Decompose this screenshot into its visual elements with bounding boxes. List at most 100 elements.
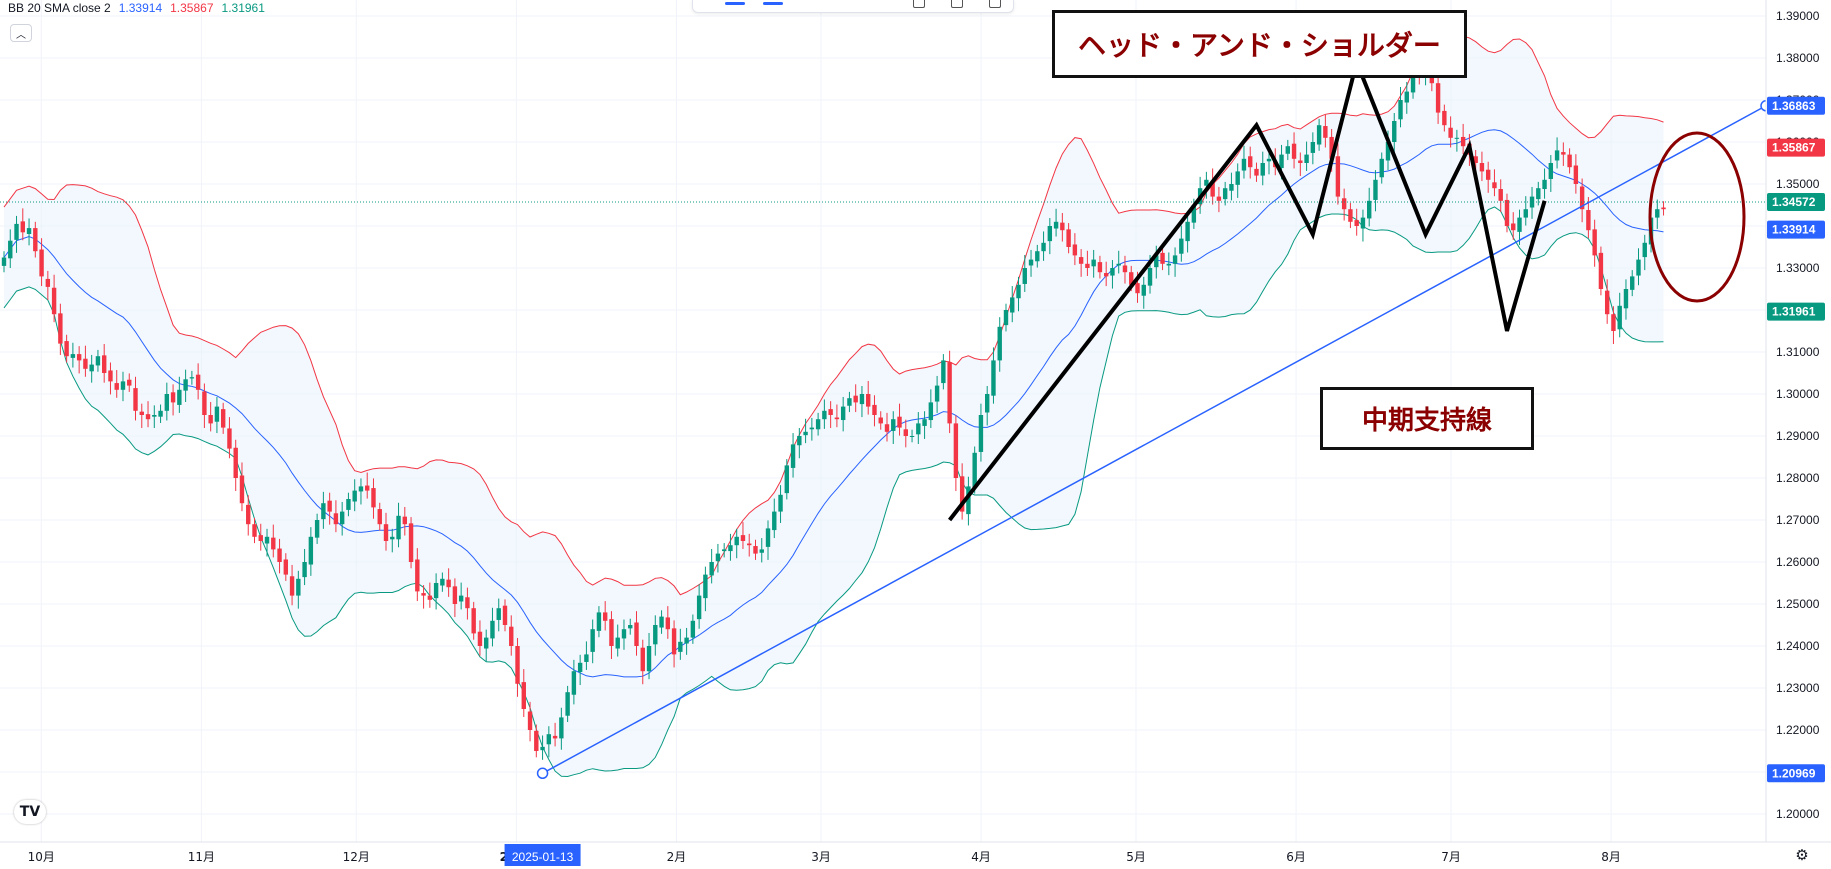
candle	[45, 270, 51, 300]
line-width-icon[interactable]	[763, 2, 783, 5]
candle-body	[1260, 163, 1265, 176]
candle	[1022, 254, 1027, 292]
floating-drawing-toolbar[interactable]	[692, 0, 1014, 13]
head-and-shoulders-label[interactable]: ヘッド・アンド・ショルダー	[1052, 10, 1467, 78]
candle-body	[458, 595, 464, 602]
candle	[1442, 104, 1447, 132]
candle-body	[934, 385, 940, 402]
candle	[1260, 151, 1265, 186]
time-axis-bg	[0, 842, 1831, 869]
candle	[1003, 303, 1009, 332]
candle-body	[721, 549, 727, 552]
price-label: 1.35867	[1767, 138, 1825, 157]
candle-body	[1529, 196, 1535, 208]
candle-body	[1097, 262, 1103, 273]
candle-body	[1573, 165, 1579, 184]
candle-body	[909, 436, 915, 437]
candle-body	[759, 549, 764, 553]
candle-body	[1498, 189, 1503, 201]
candle	[1103, 261, 1109, 287]
candle-body	[233, 447, 238, 478]
candle	[277, 538, 282, 574]
candle	[83, 345, 88, 377]
candle	[1485, 161, 1491, 193]
candle	[778, 485, 783, 523]
candle-body	[872, 404, 877, 415]
candle-body	[1536, 188, 1541, 200]
lock-icon[interactable]	[913, 0, 925, 8]
candle-body	[703, 574, 708, 599]
candle-body	[1523, 209, 1528, 218]
candle-body	[1448, 127, 1453, 138]
candle-body	[246, 504, 251, 525]
candle	[371, 478, 376, 519]
candle-body	[884, 424, 890, 432]
indicator-legend[interactable]: BB 20 SMA close 2 1.33914 1.35867 1.3196…	[8, 0, 265, 16]
candle-body	[665, 617, 671, 630]
candle	[715, 543, 721, 573]
candle-body	[452, 586, 458, 604]
candle	[678, 628, 683, 660]
candle-body	[596, 612, 602, 631]
candle-body	[471, 608, 476, 634]
candle-body	[1041, 242, 1046, 252]
candle	[402, 506, 407, 536]
price-tick-label: 1.20000	[1776, 807, 1820, 821]
candle-body	[1204, 179, 1209, 186]
candle	[740, 522, 746, 549]
price-label-text: 1.20969	[1772, 766, 1816, 780]
candle-body	[1485, 169, 1491, 180]
price-tick-label: 1.24000	[1776, 639, 1820, 653]
candle-body	[959, 476, 965, 512]
candle-body	[1354, 220, 1359, 226]
candle-body	[101, 355, 107, 373]
chart-settings-button[interactable]: ⚙	[1793, 846, 1811, 864]
candle-body	[277, 548, 282, 562]
candle	[1617, 292, 1622, 338]
candle	[246, 495, 251, 536]
candle-body	[734, 536, 739, 546]
candle-body	[1285, 146, 1290, 154]
candle-body	[1003, 310, 1009, 326]
settings-icon[interactable]	[951, 0, 963, 8]
candle-body	[1492, 182, 1497, 189]
legend-collapse-button[interactable]: ︿	[10, 24, 32, 42]
candle-body	[1254, 168, 1259, 176]
candle-body	[1504, 199, 1510, 226]
indicator-name: BB 20 SMA close 2	[8, 1, 111, 15]
support-line-label[interactable]: 中期支持線	[1320, 387, 1534, 450]
candle	[89, 354, 94, 383]
time-tick-label: 10月	[28, 850, 55, 864]
candle	[840, 396, 846, 432]
candle	[308, 527, 314, 576]
candle	[922, 411, 927, 439]
price-tick-label: 1.29000	[1776, 429, 1820, 443]
candle-body	[790, 444, 796, 468]
time-tick-label: 5月	[1126, 850, 1146, 864]
price-tick-label: 1.22000	[1776, 723, 1820, 737]
candle-body	[1279, 154, 1284, 169]
candle	[327, 492, 332, 525]
candle-body	[1085, 263, 1090, 268]
candle-body	[797, 436, 802, 446]
line-color-icon[interactable]	[725, 2, 745, 5]
candle-body	[271, 537, 276, 550]
price-axis: 1.390001.380001.370001.360001.350001.340…	[1765, 0, 1831, 869]
price-label-text: 1.33914	[1772, 223, 1816, 237]
candle-body	[991, 360, 996, 396]
candle-body	[696, 595, 702, 620]
candle	[1078, 249, 1084, 277]
candle-body	[170, 392, 176, 403]
delete-icon[interactable]	[989, 0, 1001, 8]
candle-body	[646, 646, 652, 672]
candle	[1598, 246, 1604, 296]
candle-body	[239, 475, 245, 504]
candle	[815, 412, 821, 436]
candle	[33, 221, 38, 258]
candle-body	[1035, 251, 1040, 262]
candle-body	[321, 503, 326, 520]
candle-body	[490, 620, 495, 639]
tradingview-logo[interactable]: TV	[14, 800, 46, 824]
candle-body	[1554, 150, 1560, 161]
